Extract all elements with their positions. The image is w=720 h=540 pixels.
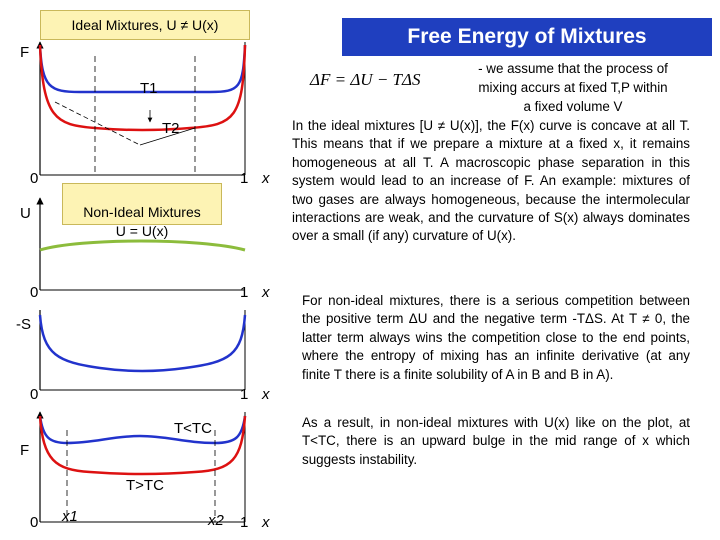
panel-nonideal-free-energy — [36, 411, 247, 523]
panel4-x1-mark: x1 — [62, 508, 78, 525]
intro-line-3: a fixed volume V — [523, 99, 623, 114]
curve-t-above-tc — [38, 415, 247, 476]
panel4-f-label: F — [20, 442, 30, 459]
curve-t1 — [38, 44, 247, 94]
panel2-xvar: x — [262, 284, 270, 301]
curve-neg-s — [38, 314, 247, 373]
non-ideal-tag: Non-Ideal Mixtures U = U(x) — [62, 183, 222, 239]
panel2-u-label: U — [20, 205, 31, 222]
intro-line-1: - we assume that the process of — [478, 61, 668, 76]
panel4-xvar: x — [262, 514, 270, 531]
panel3-x0: 0 — [30, 386, 39, 403]
slide-title: Free Energy of Mixtures — [342, 18, 712, 56]
panel-entropy — [38, 310, 247, 391]
panel3-s-label: -S — [16, 316, 31, 333]
paragraph-instability: As a result, in non-ideal mixtures with … — [302, 415, 690, 467]
free-energy-formula: ΔF = ΔU − TΔS — [310, 70, 421, 89]
label-t-above-tc: T>TC — [126, 477, 164, 494]
curve-t-below-tc — [38, 415, 247, 445]
intro-text: - we assume that the process of mixing a… — [448, 59, 698, 116]
non-ideal-tag-text: Non-Ideal Mixtures U = U(x) — [83, 204, 201, 239]
curve-u — [39, 239, 246, 252]
panel4-x0: 0 — [30, 514, 39, 531]
panel2-x0: 0 — [30, 284, 39, 301]
paragraph-nonideal: For non-ideal mixtures, there is a serio… — [302, 293, 690, 382]
panel-ideal-free-energy — [36, 41, 247, 176]
label-t2: T2 — [162, 120, 180, 137]
intro-line-2: mixing accurs at fixed T,P within — [478, 80, 668, 95]
slide-title-text: Free Energy of Mixtures — [407, 25, 647, 48]
panel1-xvar: x — [262, 170, 270, 187]
panel3-x1: 1 — [240, 386, 249, 403]
ideal-mixtures-tag-text: Ideal Mixtures, U ≠ U(x) — [71, 17, 219, 33]
panel3-xvar: x — [262, 386, 270, 403]
paragraph-ideal: In the ideal mixtures [U ≠ U(x)], the F(… — [292, 118, 690, 244]
panel1-x1: 1 — [240, 170, 249, 187]
label-t-below-tc: T<TC — [174, 420, 212, 437]
ideal-mixtures-tag: Ideal Mixtures, U ≠ U(x) — [40, 10, 250, 40]
panel4-x1: 1 — [240, 514, 249, 531]
panel-nonideal-u — [36, 197, 246, 291]
panel4-x2-mark: x2 — [208, 512, 224, 529]
panel2-x1: 1 — [240, 284, 249, 301]
curve-t2 — [38, 44, 247, 132]
label-t1: T1 — [140, 80, 158, 97]
panel1-f-label: F — [20, 44, 30, 61]
plots-svg — [36, 41, 247, 523]
panel1-x0: 0 — [30, 170, 39, 187]
